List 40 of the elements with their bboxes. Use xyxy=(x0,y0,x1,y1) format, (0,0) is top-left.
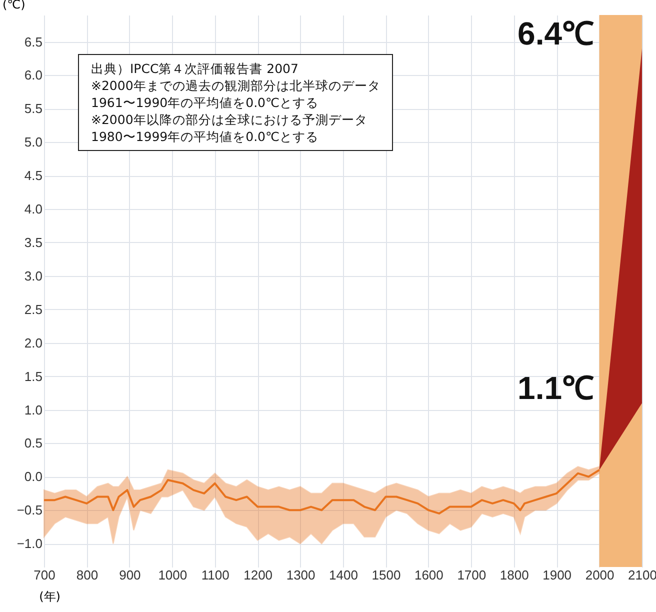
x-tick-label: 1000 xyxy=(158,568,188,582)
annotation: ※2000年以降の部分は全球における予測データ xyxy=(91,111,368,128)
y-tick-label: −1.0 xyxy=(16,536,42,552)
x-tick-label: 2000 xyxy=(585,568,614,582)
x-tick-label: 1700 xyxy=(457,568,486,582)
y-tick-label: 2.0 xyxy=(24,335,42,350)
x-axis-title: (年) xyxy=(39,590,60,604)
y-tick-label: 4.0 xyxy=(24,202,42,217)
annotation: 1980〜1999年の平均値を0.0℃とする xyxy=(91,128,320,145)
x-tick-label: 800 xyxy=(76,568,98,582)
x-tick-label: 1400 xyxy=(329,568,358,582)
line-series xyxy=(43,468,600,514)
x-tick-label: 2100 xyxy=(628,568,656,582)
y-tick-label: 1.5 xyxy=(24,368,42,384)
x-tick-label: 1200 xyxy=(244,568,273,582)
y-tick-label: 0.5 xyxy=(24,436,42,451)
y-tick-label: 3.0 xyxy=(24,268,42,284)
y-tick-label: 3.5 xyxy=(24,234,42,250)
annotation: 1961〜1990年の平均値を0.0℃とする xyxy=(91,94,320,111)
x-tick-label: 1300 xyxy=(286,568,316,582)
annotation: ※2000年までの過去の観測部分は北半球のデータ xyxy=(91,77,380,94)
x-tick-label: 1900 xyxy=(542,568,572,582)
annotation: 1.1℃ xyxy=(518,370,594,406)
annotation: 6.4℃ xyxy=(518,15,594,52)
y-tick-label: 0.0 xyxy=(24,469,42,484)
y-tick-label: 1.0 xyxy=(24,402,42,418)
y-tick-label: 6.5 xyxy=(24,34,42,50)
y-tick-label: 4.5 xyxy=(24,168,42,184)
x-tick-label: 700 xyxy=(34,568,56,582)
y-tick-label: 5.5 xyxy=(24,101,42,116)
y-tick-label: −0.5 xyxy=(16,502,42,518)
x-tick-label: 1100 xyxy=(201,568,230,582)
annotation: 出典）IPCC第４次評価報告書 2007 xyxy=(91,60,300,77)
y-tick-label: 5.0 xyxy=(24,134,42,150)
y-tick-label: 6.0 xyxy=(24,68,42,83)
y-tick-label: 2.5 xyxy=(24,302,42,317)
x-tick-label: 900 xyxy=(119,568,141,582)
x-tick-label: 1600 xyxy=(414,568,444,582)
x-tick-label: 1800 xyxy=(500,568,529,582)
x-tick-label: 1500 xyxy=(372,568,401,582)
